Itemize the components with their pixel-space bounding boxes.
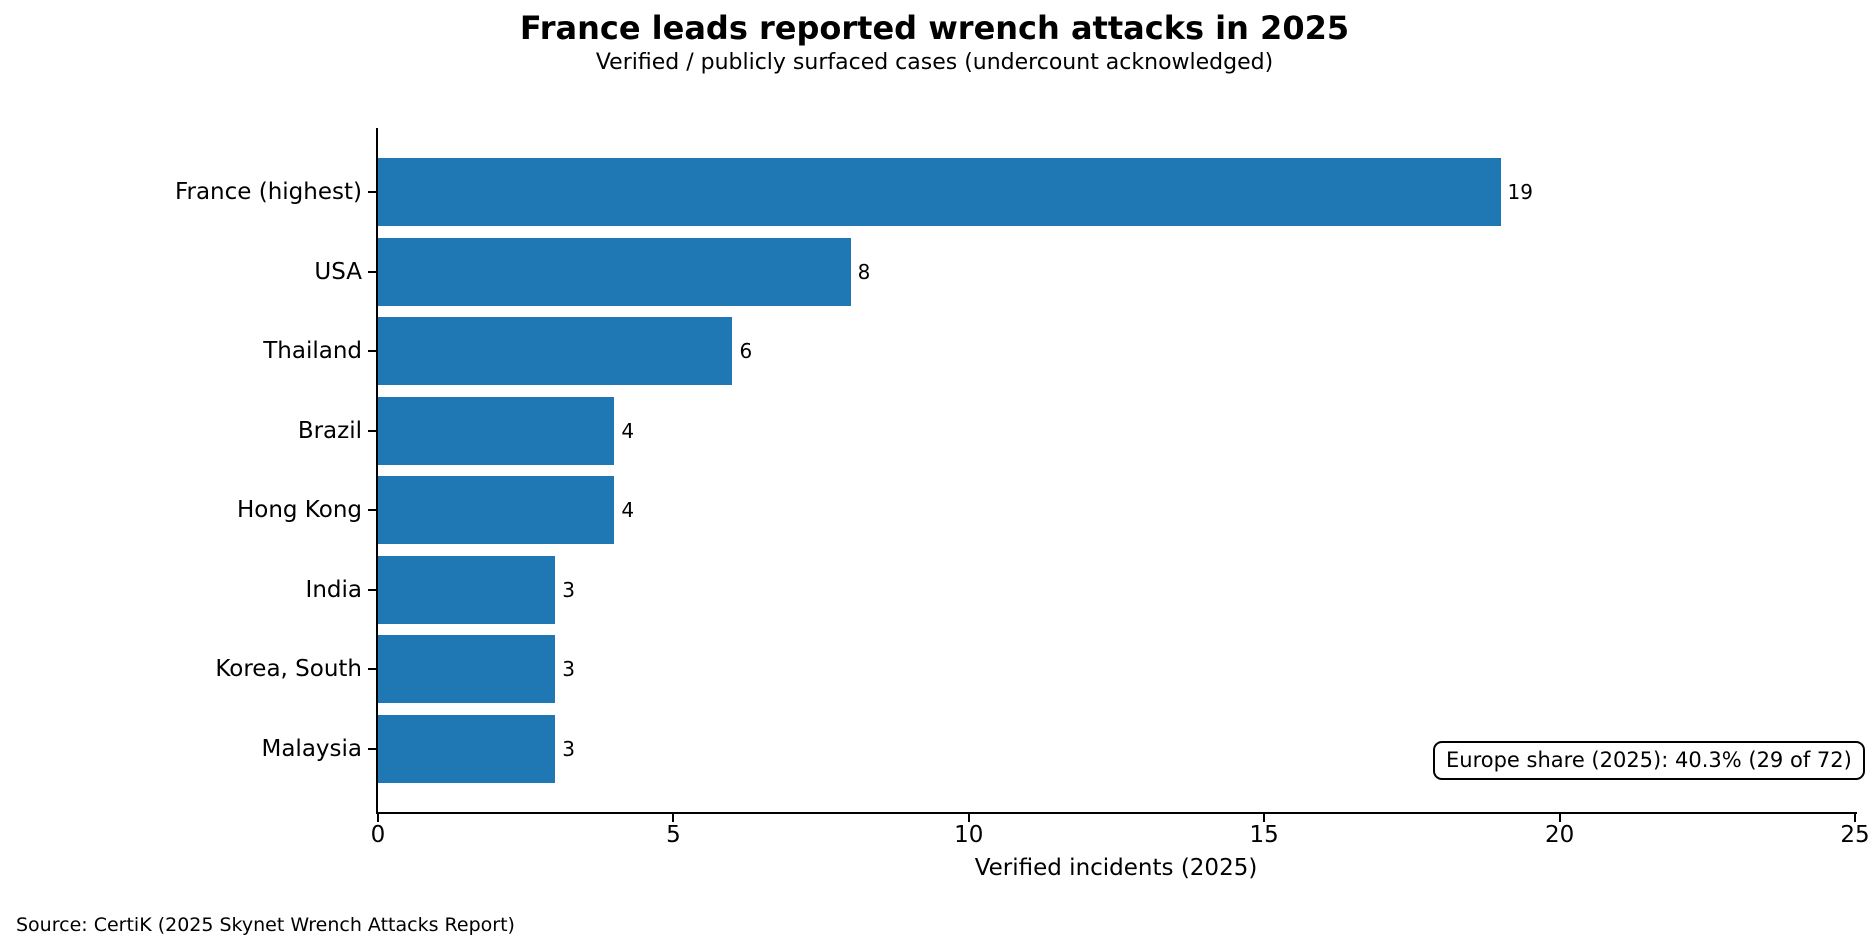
- y-tick-mark: [368, 668, 376, 670]
- category-label: Hong Kong: [236, 497, 362, 523]
- annotation-box: Europe share (2025): 40.3% (29 of 72): [1433, 741, 1865, 780]
- category-label: Malaysia: [261, 735, 362, 762]
- bar-india: [378, 555, 556, 624]
- y-tick-mark: [368, 270, 376, 273]
- chart-subtitle: Verified / publicly surfaced cases (unde…: [595, 50, 1274, 75]
- x-axis-spine: [376, 812, 1857, 814]
- bar-value-label: 8: [857, 259, 871, 284]
- chart-title: France leads reported wrench attacks in …: [519, 9, 1350, 47]
- y-tick-mark: [368, 747, 376, 750]
- bar-korea-south: [378, 635, 556, 703]
- x-tick-label: 15: [1249, 822, 1279, 848]
- category-label: USA: [314, 258, 362, 285]
- y-tick-mark: [368, 588, 376, 591]
- y-tick-mark: [368, 509, 376, 511]
- bar-value-label: 4: [621, 418, 635, 443]
- bar-brazil: [378, 396, 615, 465]
- bar-value-label: 4: [621, 498, 635, 522]
- x-tick-mark: [1854, 814, 1856, 822]
- x-axis-title: Verified incidents (2025): [974, 855, 1258, 881]
- x-tick-mark: [672, 814, 675, 822]
- category-label: France (highest): [174, 179, 362, 205]
- x-tick-mark: [377, 814, 379, 822]
- category-label: Korea, South: [215, 656, 362, 682]
- x-tick-mark: [1263, 814, 1266, 822]
- bar-malaysia: [378, 714, 556, 783]
- category-label: Brazil: [297, 417, 362, 444]
- x-tick-label: 5: [666, 822, 681, 848]
- y-tick-mark: [368, 350, 376, 352]
- x-tick-label: 10: [954, 822, 984, 848]
- bar-value-label: 6: [739, 339, 753, 363]
- x-tick-mark: [967, 814, 970, 822]
- bar-value-label: 3: [562, 736, 575, 761]
- y-tick-mark: [368, 191, 376, 193]
- bar-france-highest: [378, 158, 1501, 226]
- bar-value-label: 3: [562, 657, 575, 681]
- category-label: Thailand: [263, 338, 362, 364]
- x-tick-label: 20: [1544, 822, 1575, 848]
- x-tick-mark: [1558, 814, 1561, 822]
- bar-value-label: 19: [1507, 180, 1533, 204]
- bar-thailand: [378, 317, 733, 385]
- bar-value-label: 3: [562, 577, 575, 602]
- y-tick-mark: [368, 429, 376, 432]
- bar-usa: [378, 237, 851, 306]
- plot-area: 19 8 6 4 4 3 3 3: [378, 128, 1855, 812]
- category-label: India: [305, 576, 362, 603]
- x-tick-label: 25: [1840, 822, 1869, 848]
- source-note: Source: CertiK (2025 Skynet Wrench Attac…: [16, 914, 515, 936]
- bar-hong-kong: [378, 476, 615, 544]
- x-tick-label: 0: [370, 822, 386, 848]
- y-axis-spine: [376, 128, 378, 814]
